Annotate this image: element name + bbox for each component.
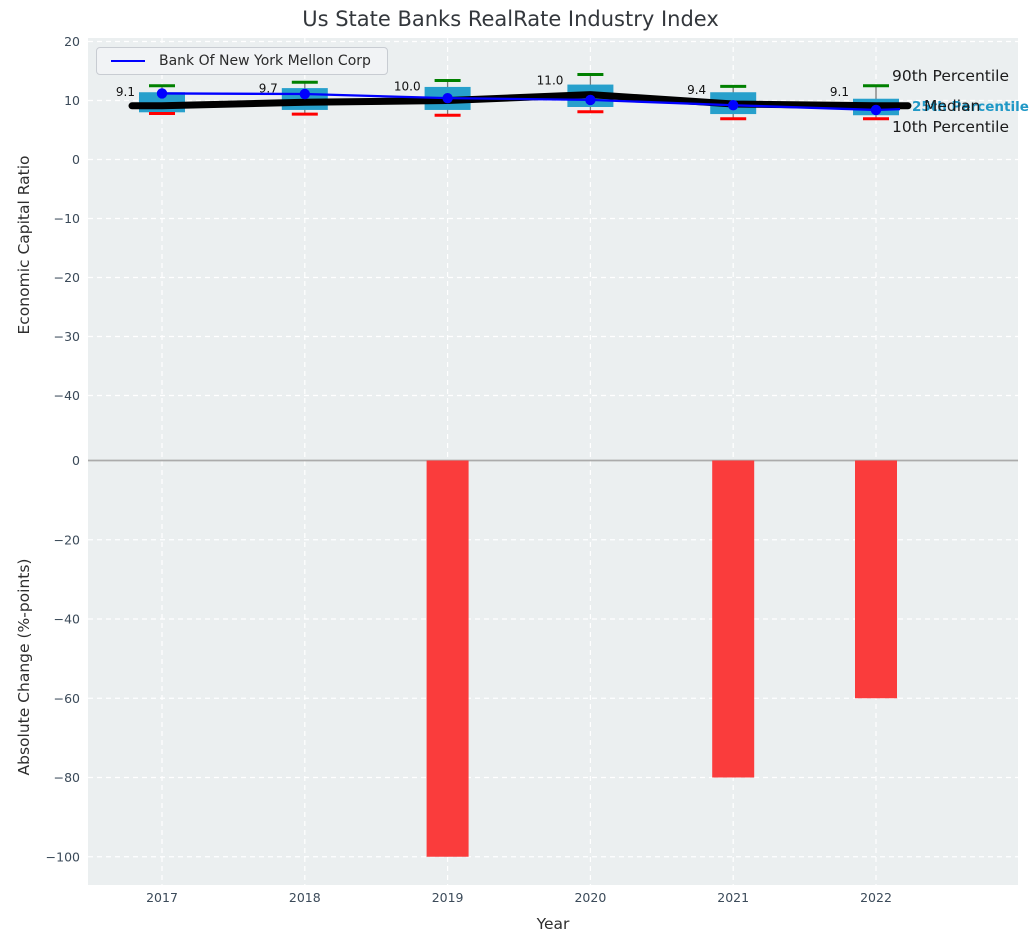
top-y-axis-label: Economic Capital Ratio	[15, 155, 33, 335]
top-y-tick-label: −10	[54, 211, 80, 226]
bottom-y-tick-label: −20	[54, 532, 80, 547]
bar-2022	[855, 460, 897, 699]
median-value-label-2020: 11.0	[537, 74, 564, 88]
top-y-tick-label: 20	[64, 34, 80, 49]
median-value-label-2021: 9.4	[687, 83, 706, 97]
company-marker-2020	[585, 94, 596, 106]
bottom-y-tick-label: −40	[54, 612, 80, 627]
median-value-label-2019: 10.0	[394, 80, 421, 94]
x-tick-label-2019: 2019	[432, 890, 464, 905]
bottom-y-axis-label: Absolute Change (%-points)	[15, 558, 33, 776]
bottom-y-tick-label: −100	[46, 849, 80, 864]
x-tick-label-2018: 2018	[289, 890, 321, 905]
top-y-tick-label: 10	[64, 93, 80, 108]
bottom-y-tick-label: 0	[72, 453, 80, 468]
bar-2019	[426, 460, 469, 857]
legend: Bank Of New York Mellon Corp	[96, 47, 388, 75]
company-marker-2018	[299, 88, 310, 100]
x-tick-label-2021: 2021	[717, 890, 749, 905]
top-y-tick-label: −30	[54, 329, 80, 344]
bottom-y-tick-label: −60	[54, 691, 80, 706]
company-marker-2019	[442, 92, 453, 104]
top-y-tick-label: −40	[54, 388, 80, 403]
median-value-label-2017: 9.1	[116, 85, 135, 99]
annotation-25th-percentile: 25th Percentile	[912, 99, 1029, 115]
x-tick-label-2017: 2017	[146, 890, 178, 905]
median-value-label-2018: 9.7	[259, 81, 278, 95]
annotation-10th-percentile: 10th Percentile	[892, 118, 1010, 136]
company-marker-2022	[870, 104, 882, 116]
x-axis-label: Year	[536, 915, 570, 933]
x-tick-label-2022: 2022	[860, 890, 892, 905]
chart-title: Us State Banks RealRate Industry Index	[302, 7, 719, 31]
median-line	[128, 91, 912, 110]
bar-2021	[712, 460, 755, 778]
annotation-median: Median	[924, 97, 981, 115]
top-y-tick-label: 0	[72, 152, 80, 167]
median-value-label-2022: 9.1	[830, 85, 849, 99]
company-marker-2017	[156, 88, 168, 99]
x-tick-label-2020: 2020	[574, 890, 606, 905]
legend-line-sample	[111, 60, 145, 62]
top-y-tick-label: −20	[54, 270, 80, 285]
bottom-y-tick-label: −80	[54, 770, 80, 785]
legend-series-label: Bank Of New York Mellon Corp	[159, 53, 371, 69]
annotation-90th-percentile: 90th Percentile	[892, 67, 1010, 85]
company-marker-2021	[728, 100, 739, 111]
